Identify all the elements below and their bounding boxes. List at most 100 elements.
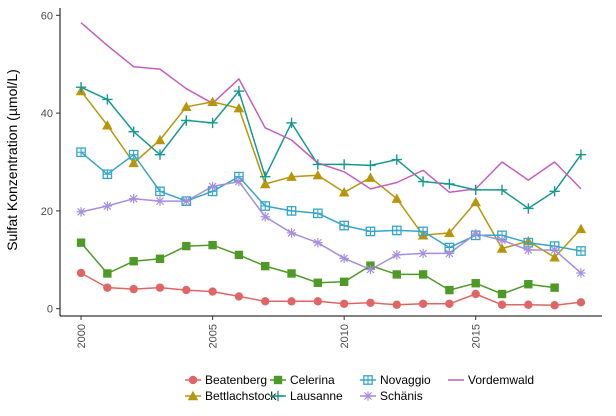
point-beatenberg — [103, 283, 112, 292]
point-novaggio — [286, 206, 297, 216]
point-sch-nis — [155, 196, 165, 206]
legend-label: Celerina — [290, 373, 335, 387]
legend-key-marker — [363, 391, 373, 401]
legend-key-marker — [273, 375, 283, 385]
x-axis-ticks: 2000 2005 2010 2015 — [76, 316, 483, 348]
legend: Beatenberg Bettlachstock Celerina Lausanne N… — [185, 373, 534, 403]
series-markers — [75, 82, 587, 310]
point-novaggio — [365, 226, 376, 237]
point-novaggio — [391, 225, 402, 236]
point-sch-nis — [102, 201, 113, 211]
point-bettlachstock — [207, 96, 218, 107]
point-sch-nis — [471, 229, 481, 239]
point-novaggio — [102, 169, 113, 180]
point-celerina — [182, 241, 191, 251]
point-bettlachstock — [181, 101, 192, 111]
point-sch-nis — [234, 176, 244, 187]
point-lausanne — [207, 117, 218, 129]
legend-item-sch-nis: Schänis — [360, 389, 423, 403]
point-bettlachstock — [286, 171, 297, 181]
point-celerina — [339, 277, 349, 286]
point-celerina — [129, 257, 138, 266]
point-celerina — [418, 270, 428, 279]
legend-item-novaggio: Novaggio — [360, 373, 431, 387]
point-lausanne — [286, 117, 297, 129]
point-bettlachstock — [391, 193, 403, 203]
point-beatenberg — [129, 284, 138, 294]
point-lausanne — [417, 176, 429, 187]
point-lausanne — [496, 184, 508, 196]
point-celerina — [234, 250, 244, 260]
point-celerina — [76, 238, 86, 247]
legend-item-bettlachstock: Bettlachstock — [185, 389, 277, 403]
point-celerina — [208, 240, 217, 250]
axes — [59, 8, 602, 317]
legend-key-marker — [272, 390, 284, 402]
y-tick-label: 60 — [41, 10, 53, 22]
point-lausanne — [338, 159, 350, 170]
point-celerina — [103, 269, 112, 278]
point-novaggio — [155, 186, 165, 197]
point-lausanne — [575, 149, 587, 160]
point-sch-nis — [76, 207, 86, 217]
point-celerina — [550, 283, 559, 292]
legend-label: Novaggio — [380, 373, 431, 387]
point-bettlachstock — [496, 243, 508, 253]
point-bettlachstock — [365, 172, 376, 182]
x-tick-label: 2010 — [339, 324, 351, 348]
point-bettlachstock — [444, 227, 455, 238]
legend-label: Bettlachstock — [205, 389, 277, 403]
point-sch-nis — [497, 235, 507, 245]
point-beatenberg — [524, 300, 533, 309]
point-sch-nis — [286, 228, 297, 238]
point-lausanne — [391, 154, 402, 165]
point-sch-nis — [365, 264, 376, 275]
point-beatenberg — [208, 287, 217, 296]
legend-item-beatenberg: Beatenberg — [185, 373, 267, 387]
legend-key-marker — [187, 390, 199, 401]
point-sch-nis — [523, 245, 534, 255]
point-celerina — [497, 289, 507, 299]
point-lausanne — [260, 171, 271, 182]
point-sch-nis — [549, 245, 560, 255]
point-beatenberg — [366, 298, 375, 307]
point-celerina — [392, 270, 401, 279]
point-beatenberg — [339, 299, 349, 308]
point-celerina — [471, 279, 480, 288]
point-bettlachstock — [154, 134, 166, 145]
point-lausanne — [181, 115, 192, 126]
legend-label: Vordemwald — [468, 373, 534, 387]
legend-item-vordemwald: Vordemwald — [448, 373, 534, 387]
legend-label: Lausanne — [290, 389, 343, 403]
point-beatenberg — [287, 297, 296, 306]
point-beatenberg — [155, 283, 165, 292]
point-lausanne — [154, 149, 166, 160]
point-bettlachstock — [259, 178, 271, 189]
point-beatenberg — [497, 300, 507, 309]
point-bettlachstock — [338, 187, 350, 197]
point-celerina — [445, 285, 454, 295]
point-sch-nis — [207, 181, 218, 192]
point-beatenberg — [418, 299, 428, 308]
x-tick-label: 2015 — [471, 324, 483, 348]
point-beatenberg — [76, 268, 86, 278]
point-sch-nis — [181, 196, 191, 206]
x-tick-label: 2005 — [208, 324, 220, 348]
series-line-beatenberg — [80, 272, 582, 306]
point-bettlachstock — [549, 252, 560, 262]
point-sch-nis — [444, 248, 455, 259]
point-beatenberg — [313, 297, 323, 306]
point-sch-nis — [418, 248, 428, 259]
legend-label: Schänis — [380, 389, 423, 403]
point-novaggio — [576, 246, 586, 256]
legend-item-lausanne: Lausanne — [270, 389, 343, 403]
point-novaggio — [312, 208, 323, 219]
point-sch-nis — [313, 237, 323, 248]
point-beatenberg — [392, 300, 401, 309]
point-bettlachstock — [102, 120, 113, 130]
y-tick-label: 0 — [47, 304, 53, 316]
point-lausanne — [523, 203, 534, 214]
point-celerina — [261, 261, 270, 271]
point-novaggio — [128, 149, 139, 160]
point-lausanne — [365, 160, 376, 171]
